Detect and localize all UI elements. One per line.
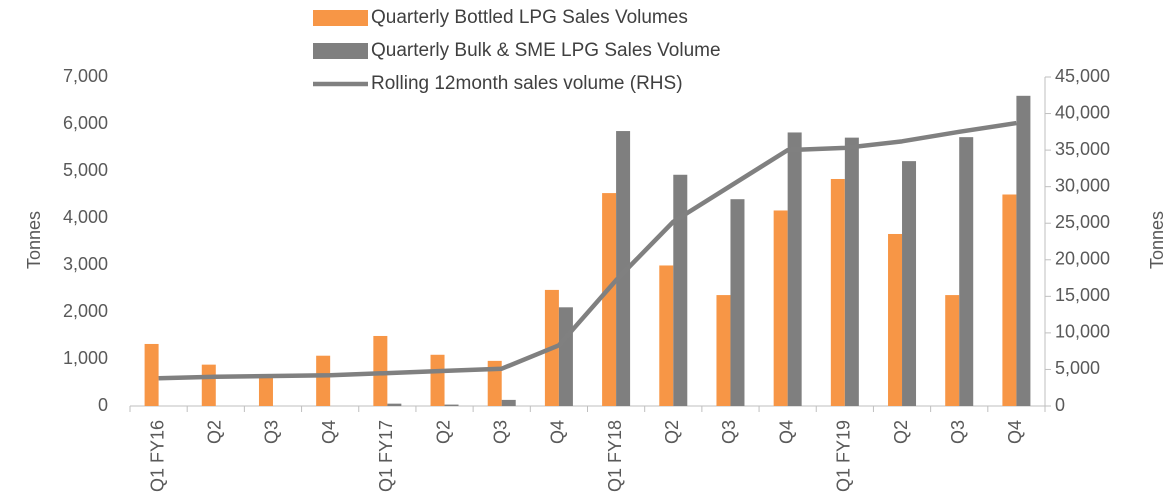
y-axis-title: Tonnes [24,211,44,269]
bar [716,295,731,406]
x-tick-label: Q2 [205,420,225,444]
x-tick-label: Q1 FY16 [147,420,167,492]
y2-tick-label: 45,000 [1055,66,1110,86]
bar [373,335,388,406]
x-tick-label: Q2 [662,420,682,444]
y2-tick-label: 0 [1055,395,1065,415]
bar [444,404,459,406]
y-tick-label: 5,000 [63,160,108,180]
legend-label: Rolling 12month sales volume (RHS) [371,73,683,94]
line [158,120,1017,381]
x-tick-label: Q3 [262,420,282,444]
bar [959,137,974,406]
x-tick-label: Q1 FY17 [376,420,396,492]
bar [616,131,631,407]
x-tick-label: Q2 [891,420,911,444]
bar [787,132,802,406]
y-tick-label: 1,000 [63,348,108,368]
legend-label: Quarterly Bulk & SME LPG Sales Volume [371,40,721,61]
bar [487,360,502,406]
x-tick-label: Q4 [776,420,796,444]
bar [258,374,273,406]
bar [673,174,688,406]
bar [316,355,331,406]
x-tick-label: Q1 FY19 [834,420,854,492]
y2-tick-label: 10,000 [1055,322,1110,342]
bar [201,364,216,406]
bar [773,210,788,406]
bar [1002,194,1017,406]
x-tick-label: Q2 [433,420,453,444]
bar [1016,95,1031,407]
legend-swatch [313,10,368,26]
x-tick-label: Q4 [319,420,339,444]
bar [888,233,903,406]
y2-tick-label: 5,000 [1055,358,1100,378]
x-tick-label: Q3 [719,420,739,444]
y-tick-label: 7,000 [63,66,108,86]
y-tick-label: 6,000 [63,113,108,133]
y2-tick-label: 35,000 [1055,139,1110,159]
bar [844,137,859,406]
bar [602,193,617,406]
x-tick-label: Q4 [548,420,568,444]
bar [730,199,745,406]
y-tick-label: 0 [98,395,108,415]
bar [387,403,402,406]
bar [144,343,159,406]
x-tick-label: Q4 [1005,420,1025,444]
y2-tick-label: 15,000 [1055,285,1110,305]
y2-tick-label: 25,000 [1055,212,1110,232]
legend-swatch [313,43,368,59]
legend-label: Quarterly Bottled LPG Sales Volumes [371,7,688,28]
bar [430,354,445,406]
x-tick-label: Q3 [490,420,510,444]
y2-tick-label: 30,000 [1055,175,1110,195]
y2-tick-label: 40,000 [1055,102,1110,122]
y-tick-label: 3,000 [63,254,108,274]
y2-axis-title: Tonnes [1147,211,1166,269]
bar [945,295,960,406]
bar [501,399,516,406]
bar [558,307,573,406]
x-tick-label: Q3 [948,420,968,444]
bar [902,161,917,406]
x-tick-label: Q1 FY18 [605,420,625,492]
y-tick-label: 2,000 [63,301,108,321]
y2-tick-label: 20,000 [1055,249,1110,269]
bar [830,178,845,406]
y-tick-label: 4,000 [63,207,108,227]
bar [659,265,674,406]
